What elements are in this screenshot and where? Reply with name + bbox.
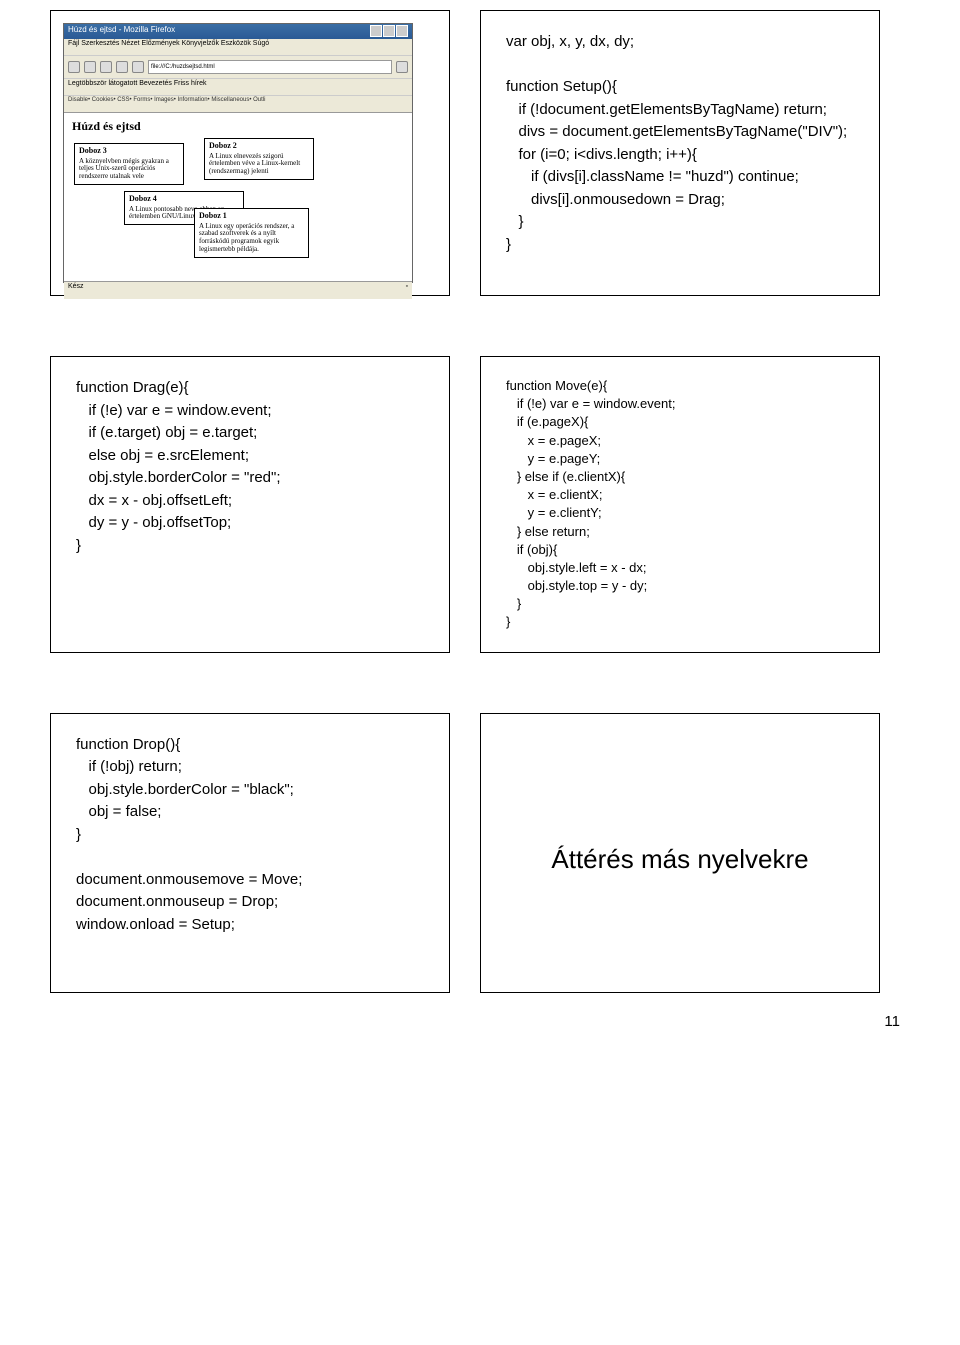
code-move: function Move(e){ if (!e) var e = window… bbox=[506, 377, 854, 632]
address-bar: file:///C:/huzdsejtsd.html bbox=[148, 60, 392, 74]
doboz-2: Doboz 2 A Linux elnevezés szigorú értele… bbox=[204, 138, 314, 180]
menu-bar: Fájl Szerkesztés Nézet Előzmények Könyvj… bbox=[64, 39, 412, 56]
doboz-text: A Linux egy operációs rendszer, a szabad… bbox=[199, 223, 304, 254]
firefox-window-mock: Húzd és ejtsd - Mozilla Firefox Fájl Sze… bbox=[63, 23, 413, 283]
status-bar: Kész ▫ bbox=[64, 281, 412, 299]
forward-icon bbox=[84, 61, 96, 73]
doboz-text: A Linux elnevezés szigorú értelemben vév… bbox=[209, 153, 309, 176]
window-title: Húzd és ejtsd - Mozilla Firefox bbox=[68, 25, 175, 38]
code-drag: function Drag(e){ if (!e) var e = window… bbox=[76, 377, 424, 557]
slide-screenshot: Húzd és ejtsd - Mozilla Firefox Fájl Sze… bbox=[50, 10, 450, 296]
page: Húzd és ejtsd - Mozilla Firefox Fájl Sze… bbox=[0, 0, 960, 1060]
slide-title-text: Áttérés más nyelvekre bbox=[506, 734, 854, 875]
code-setup: var obj, x, y, dx, dy; function Setup(){… bbox=[506, 31, 854, 256]
code-drop: function Drop(){ if (!obj) return; obj.s… bbox=[76, 734, 424, 937]
doboz-title: Doboz 1 bbox=[199, 212, 304, 221]
row-3: function Drop(){ if (!obj) return; obj.s… bbox=[50, 713, 910, 993]
doboz-text: A köznyelvben mégis gyakran a teljes Uni… bbox=[79, 158, 179, 181]
row-1: Húzd és ejtsd - Mozilla Firefox Fájl Sze… bbox=[50, 10, 910, 296]
page-content: Húzd és ejtsd Doboz 3 A köznyelvben mégi… bbox=[64, 113, 412, 281]
doboz-title: Doboz 4 bbox=[129, 195, 239, 204]
webdev-toolbar: Disable• Cookies• CSS• Forms• Images• In… bbox=[64, 96, 412, 113]
page-number: 11 bbox=[50, 1013, 910, 1030]
status-text: Kész bbox=[68, 283, 84, 298]
nav-toolbar: file:///C:/huzdsejtsd.html bbox=[64, 56, 412, 79]
doboz-3: Doboz 3 A köznyelvben mégis gyakran a te… bbox=[74, 143, 184, 185]
slide-drag-code: function Drag(e){ if (!e) var e = window… bbox=[50, 356, 450, 653]
row-2: function Drag(e){ if (!e) var e = window… bbox=[50, 356, 910, 653]
doboz-title: Doboz 2 bbox=[209, 142, 309, 151]
home-icon bbox=[132, 61, 144, 73]
reload-icon bbox=[100, 61, 112, 73]
doboz-1: Doboz 1 A Linux egy operációs rendszer, … bbox=[194, 208, 309, 258]
search-icon bbox=[396, 61, 408, 73]
window-titlebar: Húzd és ejtsd - Mozilla Firefox bbox=[64, 24, 412, 39]
doboz-title: Doboz 3 bbox=[79, 147, 179, 156]
window-buttons bbox=[370, 25, 408, 38]
slide-drop-code: function Drop(){ if (!obj) return; obj.s… bbox=[50, 713, 450, 993]
status-right-icon: ▫ bbox=[406, 283, 408, 298]
page-heading: Húzd és ejtsd bbox=[72, 119, 404, 134]
stop-icon bbox=[116, 61, 128, 73]
slide-move-code: function Move(e){ if (!e) var e = window… bbox=[480, 356, 880, 653]
slide-title: Áttérés más nyelvekre bbox=[480, 713, 880, 993]
bookmarks-bar: Legtöbbször látogatott Bevezetés Friss h… bbox=[64, 79, 412, 96]
slide-setup-code: var obj, x, y, dx, dy; function Setup(){… bbox=[480, 10, 880, 296]
back-icon bbox=[68, 61, 80, 73]
